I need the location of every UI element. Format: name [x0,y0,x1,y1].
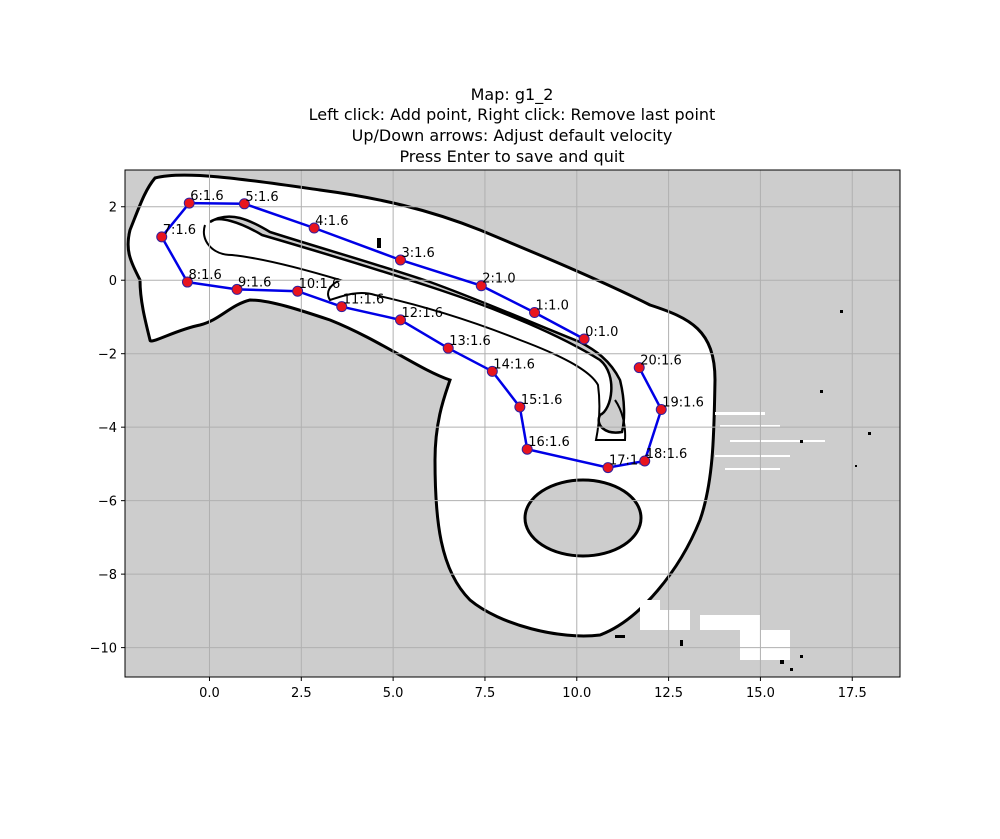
waypoint-label: 0:1.0 [585,325,618,340]
x-tick-label: 0.0 [199,686,220,701]
waypoint-label: 20:1.6 [640,354,682,369]
x-tick-label: 7.5 [475,686,496,701]
waypoint-marker[interactable] [521,443,533,455]
waypoint-label: 2:1.0 [482,272,515,287]
waypoint-label: 6:1.6 [190,189,223,204]
x-tick-label: 10.0 [562,686,591,701]
x-tick-label: 12.5 [654,686,683,701]
x-tick-label: 15.0 [746,686,775,701]
y-tick-label: −8 [98,568,117,583]
y-tick-label: −6 [98,495,117,510]
waypoint-label: 9:1.6 [238,275,271,290]
waypoint-marker[interactable] [156,231,168,243]
waypoint-label: 19:1.6 [662,396,704,411]
x-tick-label: 2.5 [291,686,312,701]
waypoint-marker[interactable] [231,283,243,295]
waypoint-label: 17:1.6 [609,454,651,469]
y-axis-ticks: 2 0 −2 −4 −6 −8 −10 [90,201,125,657]
map-scan-noise [640,412,825,660]
map-plot-area[interactable]: 0:1.0 1:1.0 2:1.0 3:1.6 4:1.6 5:1.6 6:1.6 7:1.6… [125,170,900,677]
waypoint-marker[interactable] [529,307,541,319]
waypoint-label: 11:1.6 [343,293,385,308]
waypoint-markers: 0:1.0 1:1.0 2:1.0 3:1.6 4:1.6 5:1.6 6:1.6 7:1.6… [156,189,704,474]
waypoint-label: 1:1.0 [536,299,569,314]
waypoint-label: 5:1.6 [245,190,278,205]
waypoint-label: 18:1.6 [646,447,688,462]
waypoint-label: 14:1.6 [493,357,535,372]
waypoint-marker[interactable] [394,254,406,266]
y-tick-label: −2 [98,348,117,363]
title-arrow-instructions: Up/Down arrows: Adjust default velocity [352,126,673,145]
waypoint-marker[interactable] [475,280,487,292]
waypoint-label: 13:1.6 [449,334,491,349]
waypoint-marker[interactable] [655,404,667,416]
waypoint-marker[interactable] [578,333,590,345]
figure-title: Map: g1_2 Left click: Add point, Right c… [309,85,716,166]
y-tick-label: 2 [109,201,117,216]
waypoint-marker[interactable] [602,462,614,474]
title-map-name: Map: g1_2 [471,85,554,105]
waypoint-label: 15:1.6 [521,393,563,408]
y-tick-label: −4 [98,421,117,436]
waypoint-label: 16:1.6 [528,435,570,450]
title-click-instructions: Left click: Add point, Right click: Remo… [309,105,716,124]
waypoint-marker[interactable] [292,285,304,297]
x-axis-ticks: 0.0 2.5 5.0 7.5 10.0 12.5 15.0 17.5 [199,677,867,701]
waypoint-marker[interactable] [486,365,498,377]
x-tick-label: 17.5 [838,686,867,701]
waypoint-marker[interactable] [181,276,193,288]
waypoint-label: 10:1.6 [299,277,341,292]
waypoint-label: 8:1.6 [188,268,221,283]
waypoint-marker[interactable] [336,301,348,313]
map-scan-specks [377,238,871,671]
y-tick-label: 0 [109,274,117,289]
map-inner-wall [202,224,627,441]
waypoint-label: 7:1.6 [163,223,196,238]
x-tick-label: 5.0 [383,686,404,701]
waypoint-marker[interactable] [442,342,454,354]
y-tick-label: −10 [90,642,117,657]
waypoint-marker[interactable] [183,197,195,209]
waypoint-marker[interactable] [639,455,651,467]
waypoint-label: 3:1.6 [401,246,434,261]
waypoint-label: 4:1.6 [315,214,348,229]
axes-frame [124,169,901,678]
waypoint-marker[interactable] [514,401,526,413]
waypoint-marker[interactable] [308,222,320,234]
map-inner-obstacle [523,478,643,558]
plot-grid [125,170,900,677]
waypoint-marker[interactable] [394,314,406,326]
map-central-obstacle [209,215,626,434]
waypoint-marker[interactable] [238,198,250,210]
waypoint-label: 12:1.6 [401,306,443,321]
waypoint-marker[interactable] [633,362,645,374]
title-enter-instructions: Press Enter to save and quit [399,147,624,166]
